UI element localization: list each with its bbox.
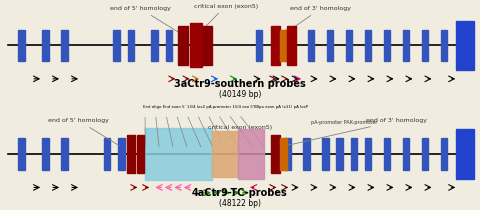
Text: pA-promoter PAK-promoter: pA-promoter PAK-promoter — [311, 120, 378, 125]
Bar — [113, 30, 120, 61]
Bar — [384, 138, 390, 170]
Text: end of 3' homology: end of 3' homology — [283, 118, 427, 146]
Bar — [61, 138, 68, 170]
Bar — [327, 30, 334, 61]
Bar — [42, 30, 49, 61]
Text: (48122 bp): (48122 bp) — [219, 199, 261, 208]
Bar — [336, 138, 343, 170]
Bar — [166, 30, 172, 61]
Text: 3aCtr9-southern probes: 3aCtr9-southern probes — [174, 79, 306, 89]
Bar — [280, 138, 288, 170]
Bar — [365, 30, 372, 61]
Bar — [441, 138, 447, 170]
Bar — [456, 129, 474, 179]
Bar — [384, 30, 390, 61]
Bar — [280, 30, 288, 61]
Bar — [403, 138, 409, 170]
Bar — [256, 30, 262, 61]
Bar — [192, 26, 202, 65]
Bar — [271, 26, 280, 65]
Bar — [441, 30, 447, 61]
Bar — [288, 26, 296, 65]
Bar — [104, 138, 110, 170]
Bar — [61, 30, 68, 61]
Bar — [212, 131, 238, 177]
Bar — [365, 138, 372, 170]
Bar — [422, 138, 428, 170]
Bar — [202, 26, 212, 65]
Bar — [137, 135, 144, 173]
Bar — [271, 135, 280, 173]
Bar — [403, 30, 409, 61]
Text: critical exon (exon5): critical exon (exon5) — [208, 125, 272, 140]
Bar — [42, 138, 49, 170]
Bar — [118, 138, 125, 170]
Bar — [322, 138, 329, 170]
Bar — [18, 30, 25, 61]
Bar — [284, 30, 291, 61]
Bar — [179, 26, 188, 65]
Bar — [308, 30, 314, 61]
Bar — [422, 30, 428, 61]
Bar — [151, 30, 158, 61]
Text: end of 5' homology: end of 5' homology — [48, 118, 119, 146]
Bar — [238, 129, 264, 179]
Bar — [284, 138, 291, 170]
Bar — [127, 135, 135, 173]
Text: 4aCtr9-TC-probes: 4aCtr9-TC-probes — [192, 188, 288, 198]
Bar — [190, 23, 202, 67]
Bar — [350, 138, 357, 170]
Text: (40149 bp): (40149 bp) — [219, 90, 261, 99]
Bar — [303, 138, 310, 170]
Bar — [145, 128, 212, 180]
Bar — [18, 138, 25, 170]
Text: end of 5' homology: end of 5' homology — [110, 6, 183, 35]
Text: End oligo End exon 5' 13/4 lox2 pA-promoter 15/4 exo 5'KBpa exon pA (x11) pA lox: End oligo End exon 5' 13/4 lox2 pA-promo… — [143, 105, 308, 109]
Text: critical exon (exon5): critical exon (exon5) — [194, 4, 258, 33]
Bar — [346, 30, 352, 61]
Bar — [128, 30, 134, 61]
Bar — [456, 21, 474, 70]
Text: end of 3' homology: end of 3' homology — [283, 6, 351, 35]
